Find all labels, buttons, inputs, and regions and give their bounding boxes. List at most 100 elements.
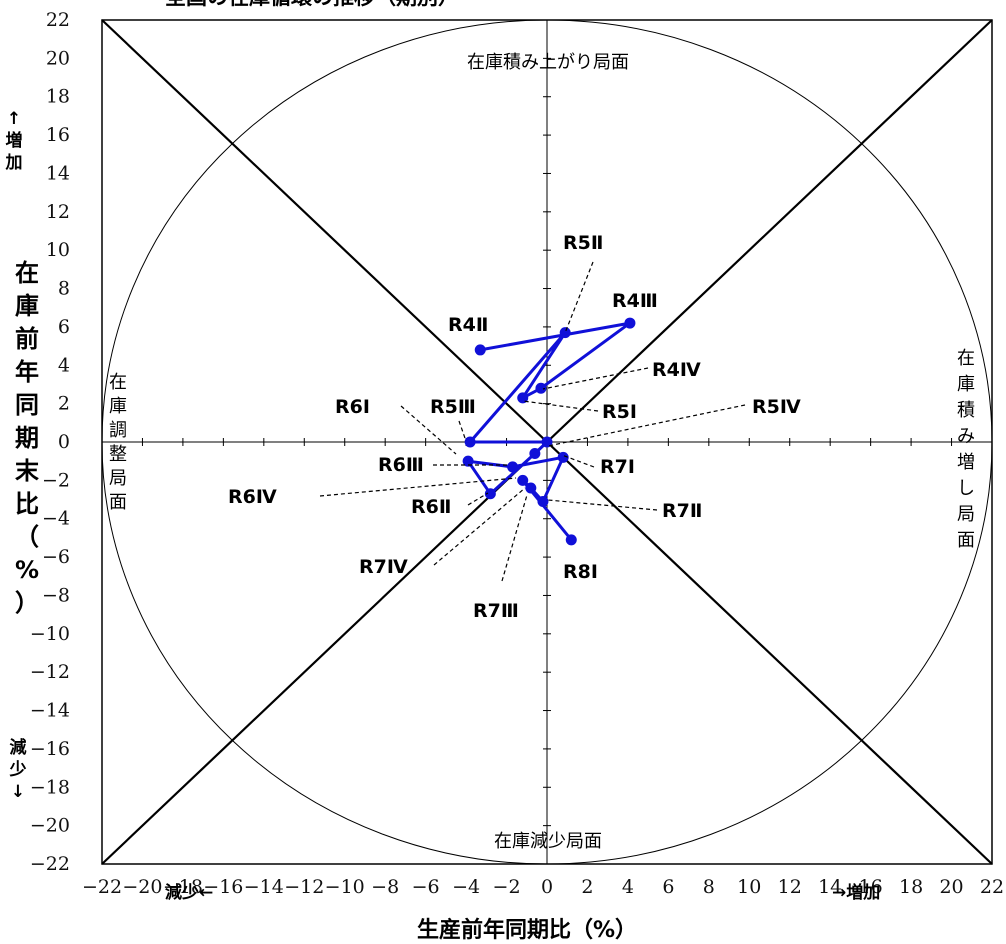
x-axis-tick-label: −10	[325, 876, 365, 898]
point-label-leader	[547, 499, 658, 511]
data-point	[559, 327, 571, 339]
data-point-label: R8Ⅰ	[563, 561, 598, 583]
y-axis-tick-label: −22	[30, 853, 70, 875]
point-label-leader	[458, 420, 467, 442]
point-label-leader	[564, 261, 594, 334]
data-point-label: R5Ⅲ	[430, 396, 476, 418]
y-axis-tick-label: 18	[46, 86, 70, 108]
y-axis-tick-label: −18	[30, 776, 70, 798]
x-axis-tick-label: 8	[703, 876, 715, 898]
y-axis-tick-label: 4	[58, 354, 70, 376]
chart-title: 全国の在庫循環の推移（期別）	[164, 0, 459, 9]
data-point	[474, 344, 486, 356]
x-axis-tick-label: −14	[244, 876, 284, 898]
x-axis-tick-label: −4	[452, 876, 480, 898]
data-point-label: R7Ⅲ	[473, 600, 519, 622]
data-point-label: R4Ⅳ	[652, 359, 701, 381]
y-axis-tick-label: −10	[30, 623, 70, 645]
data-point-label: R5Ⅱ	[563, 232, 603, 254]
y-axis-tick-label: 6	[58, 316, 70, 338]
x-axis-tick-label: 6	[662, 876, 674, 898]
x-axis-tick-label: 0	[541, 876, 553, 898]
data-point	[557, 451, 569, 463]
data-point	[464, 436, 476, 448]
y-axis-tick-label: −12	[30, 661, 70, 683]
data-point	[535, 382, 547, 394]
region-left-label: 在庫調整局面	[109, 372, 127, 513]
y-axis-tick-label: 16	[46, 124, 70, 146]
y-axis-bottom-note: 減少↓	[9, 737, 27, 802]
y-axis-tick-label: 10	[46, 239, 70, 261]
data-point	[537, 495, 549, 507]
y-axis-tick-label: −2	[42, 469, 70, 491]
data-point	[529, 448, 541, 460]
x-axis-tick-label: 18	[899, 876, 923, 898]
y-axis-tick-label: −6	[42, 546, 70, 568]
y-axis-tick-label: 2	[58, 393, 70, 415]
y-axis-tick-label: 22	[46, 9, 70, 31]
data-point-label: R6Ⅱ	[411, 496, 451, 518]
x-axis-tick-label: −8	[371, 876, 399, 898]
x-axis-left-note: 減少←	[165, 882, 213, 903]
point-label-leader	[542, 367, 649, 390]
x-axis-title: 生産前年同期比（%）	[417, 917, 637, 943]
data-point	[517, 474, 529, 486]
x-axis-tick-label: 10	[737, 876, 761, 898]
x-axis-tick-label: 22	[980, 876, 1004, 898]
data-point-label: R7Ⅱ	[662, 500, 702, 522]
data-point	[541, 436, 553, 448]
region-right-label: 在庫積み増し局面	[957, 348, 975, 551]
point-label-leader	[319, 477, 517, 497]
y-axis-tick-label: −4	[42, 508, 70, 530]
x-axis-right-note: →増加	[832, 882, 880, 903]
data-point	[484, 488, 496, 500]
point-label-leader	[433, 487, 526, 566]
data-point-label: R5Ⅰ	[602, 401, 637, 423]
point-label-leader	[547, 404, 746, 447]
data-point	[525, 482, 537, 494]
y-axis-tick-label: 0	[58, 431, 70, 453]
data-point	[517, 392, 529, 404]
point-label-leader	[522, 400, 599, 412]
x-axis-tick-label: 14	[818, 876, 842, 898]
x-axis-tick-label: 20	[939, 876, 963, 898]
data-point-label: R5Ⅳ	[752, 396, 801, 418]
y-axis-tick-label: −14	[30, 700, 70, 722]
data-point	[507, 461, 519, 473]
y-axis-title: 在庫前年同期末比（%）	[15, 259, 40, 617]
region-top-label: 在庫積み上がり局面	[467, 52, 629, 73]
point-label-leader	[467, 492, 489, 506]
x-axis-tick-label: −20	[122, 876, 162, 898]
region-bottom-label: 在庫減少局面	[494, 831, 602, 852]
x-axis-tick-label: −6	[412, 876, 440, 898]
x-axis-tick-label: 2	[581, 876, 593, 898]
data-point	[462, 455, 474, 467]
data-point-label: R4Ⅲ	[612, 290, 658, 312]
y-axis-tick-label: −8	[42, 584, 70, 606]
y-axis-tick-label: 8	[58, 278, 70, 300]
x-axis-tick-label: −16	[203, 876, 243, 898]
data-point-label: R7Ⅰ	[600, 456, 635, 478]
x-axis-tick-label: −22	[82, 876, 122, 898]
data-point-label: R6Ⅲ	[378, 454, 424, 476]
x-axis-tick-label: 16	[859, 876, 883, 898]
y-axis-tick-label: −16	[30, 738, 70, 760]
data-point	[565, 534, 577, 546]
y-axis-tick-label: 14	[46, 162, 70, 184]
data-point-label: R4Ⅱ	[448, 314, 488, 336]
y-axis-tick-label: 20	[46, 47, 70, 69]
point-label-leader	[400, 405, 457, 455]
x-axis-tick-label: −18	[163, 876, 203, 898]
x-axis-tick-label: −2	[493, 876, 521, 898]
y-axis-tick-label: −20	[30, 815, 70, 837]
data-point-label: R6Ⅰ	[335, 396, 370, 418]
x-axis-tick-label: 4	[622, 876, 634, 898]
data-point-label: R7Ⅳ	[359, 556, 408, 578]
point-label-leader	[561, 454, 595, 468]
data-point	[624, 317, 636, 329]
series-line	[466, 321, 632, 541]
x-axis-tick-label: −12	[284, 876, 324, 898]
point-label-leader	[501, 494, 528, 582]
data-point-label: R6Ⅳ	[228, 486, 277, 508]
y-axis-tick-label: 12	[46, 201, 70, 223]
